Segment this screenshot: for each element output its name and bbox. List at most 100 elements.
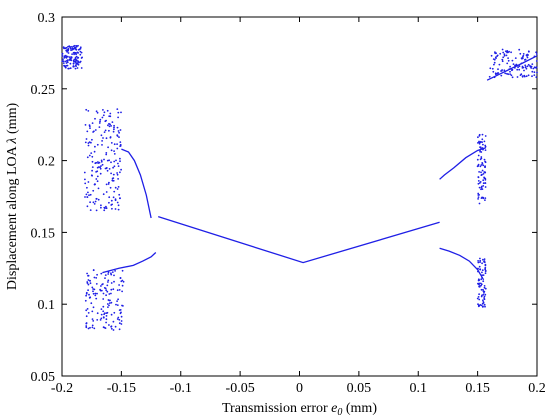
- data-point: [482, 179, 485, 182]
- data-point: [94, 200, 97, 203]
- data-point: [120, 111, 122, 114]
- data-point: [482, 290, 485, 293]
- data-point: [74, 57, 77, 60]
- data-point: [116, 143, 118, 146]
- data-point: [107, 306, 109, 308]
- data-point: [118, 309, 121, 311]
- data-point: [479, 149, 481, 152]
- data-point: [72, 62, 75, 65]
- data-point: [96, 292, 98, 295]
- data-point: [76, 57, 79, 59]
- data-point: [478, 186, 481, 189]
- data-point: [483, 158, 486, 161]
- data-point: [81, 56, 83, 59]
- data-point: [480, 188, 482, 191]
- data-point: [477, 194, 480, 196]
- data-point: [483, 258, 486, 260]
- data-point: [116, 289, 119, 292]
- data-point: [483, 295, 486, 298]
- data-point: [484, 199, 486, 202]
- data-point: [110, 313, 113, 316]
- data-point: [79, 46, 82, 49]
- data-point: [511, 59, 514, 62]
- data-point: [501, 48, 504, 51]
- data-point: [520, 62, 523, 65]
- data-point: [85, 322, 88, 324]
- data-point: [100, 308, 103, 310]
- data-point: [88, 154, 91, 157]
- data-point: [479, 146, 481, 149]
- data-point: [477, 261, 480, 264]
- y-tick-label: 0.2: [38, 155, 56, 170]
- data-point: [484, 293, 487, 296]
- data-point: [516, 76, 519, 78]
- data-point: [114, 270, 116, 272]
- data-point: [102, 310, 105, 313]
- data-point: [95, 110, 98, 113]
- data-point: [100, 285, 102, 287]
- data-point: [117, 186, 120, 188]
- data-point: [67, 48, 70, 50]
- data-point: [95, 209, 98, 212]
- series-line: [439, 147, 487, 180]
- data-point: [482, 299, 484, 302]
- data-point: [116, 304, 119, 306]
- data-point: [526, 53, 529, 56]
- data-point: [120, 311, 122, 314]
- data-point: [501, 58, 504, 61]
- data-point: [111, 207, 113, 210]
- data-point: [105, 183, 108, 186]
- data-point: [104, 207, 106, 210]
- data-point: [99, 172, 102, 175]
- data-point: [481, 276, 483, 279]
- data-point: [91, 160, 94, 163]
- data-point: [77, 44, 79, 47]
- data-point: [102, 298, 105, 300]
- x-tick-label: 0.1: [410, 381, 428, 396]
- data-point: [498, 63, 501, 66]
- x-axis-label: Transmission error e0 (mm): [222, 401, 377, 417]
- data-point: [106, 290, 109, 293]
- data-point: [106, 169, 109, 172]
- data-point: [108, 196, 111, 199]
- data-point: [106, 284, 109, 287]
- data-point: [97, 198, 100, 201]
- data-point: [94, 129, 97, 131]
- data-point: [117, 111, 120, 114]
- data-point: [481, 269, 484, 272]
- data-point: [91, 138, 93, 141]
- data-point: [483, 303, 486, 306]
- data-point: [499, 52, 502, 55]
- data-point: [113, 274, 115, 277]
- data-point: [110, 292, 112, 295]
- data-point: [116, 126, 119, 129]
- data-point: [480, 186, 483, 189]
- data-point: [480, 278, 483, 281]
- x-tick-label: -0.05: [226, 381, 255, 396]
- data-point: [64, 54, 67, 57]
- data-point: [533, 71, 536, 74]
- data-point: [491, 67, 494, 70]
- data-point: [110, 288, 113, 291]
- data-point: [483, 260, 485, 263]
- data-point: [481, 274, 483, 277]
- data-point: [92, 292, 95, 295]
- data-point: [116, 318, 119, 320]
- data-point: [482, 164, 485, 167]
- data-point: [481, 196, 483, 199]
- data-point: [86, 186, 88, 189]
- data-point: [73, 60, 75, 63]
- data-point: [102, 326, 105, 329]
- plot-frame: [61, 16, 538, 377]
- data-point: [107, 183, 110, 185]
- data-point: [69, 67, 72, 70]
- data-point: [79, 61, 81, 64]
- data-point: [103, 131, 106, 134]
- data-point: [527, 50, 530, 53]
- data-point: [92, 306, 95, 309]
- data-point: [527, 74, 530, 77]
- y-tick-label: 0.25: [31, 83, 56, 98]
- data-point: [96, 319, 99, 321]
- data-point: [87, 283, 90, 286]
- data-point: [523, 75, 526, 78]
